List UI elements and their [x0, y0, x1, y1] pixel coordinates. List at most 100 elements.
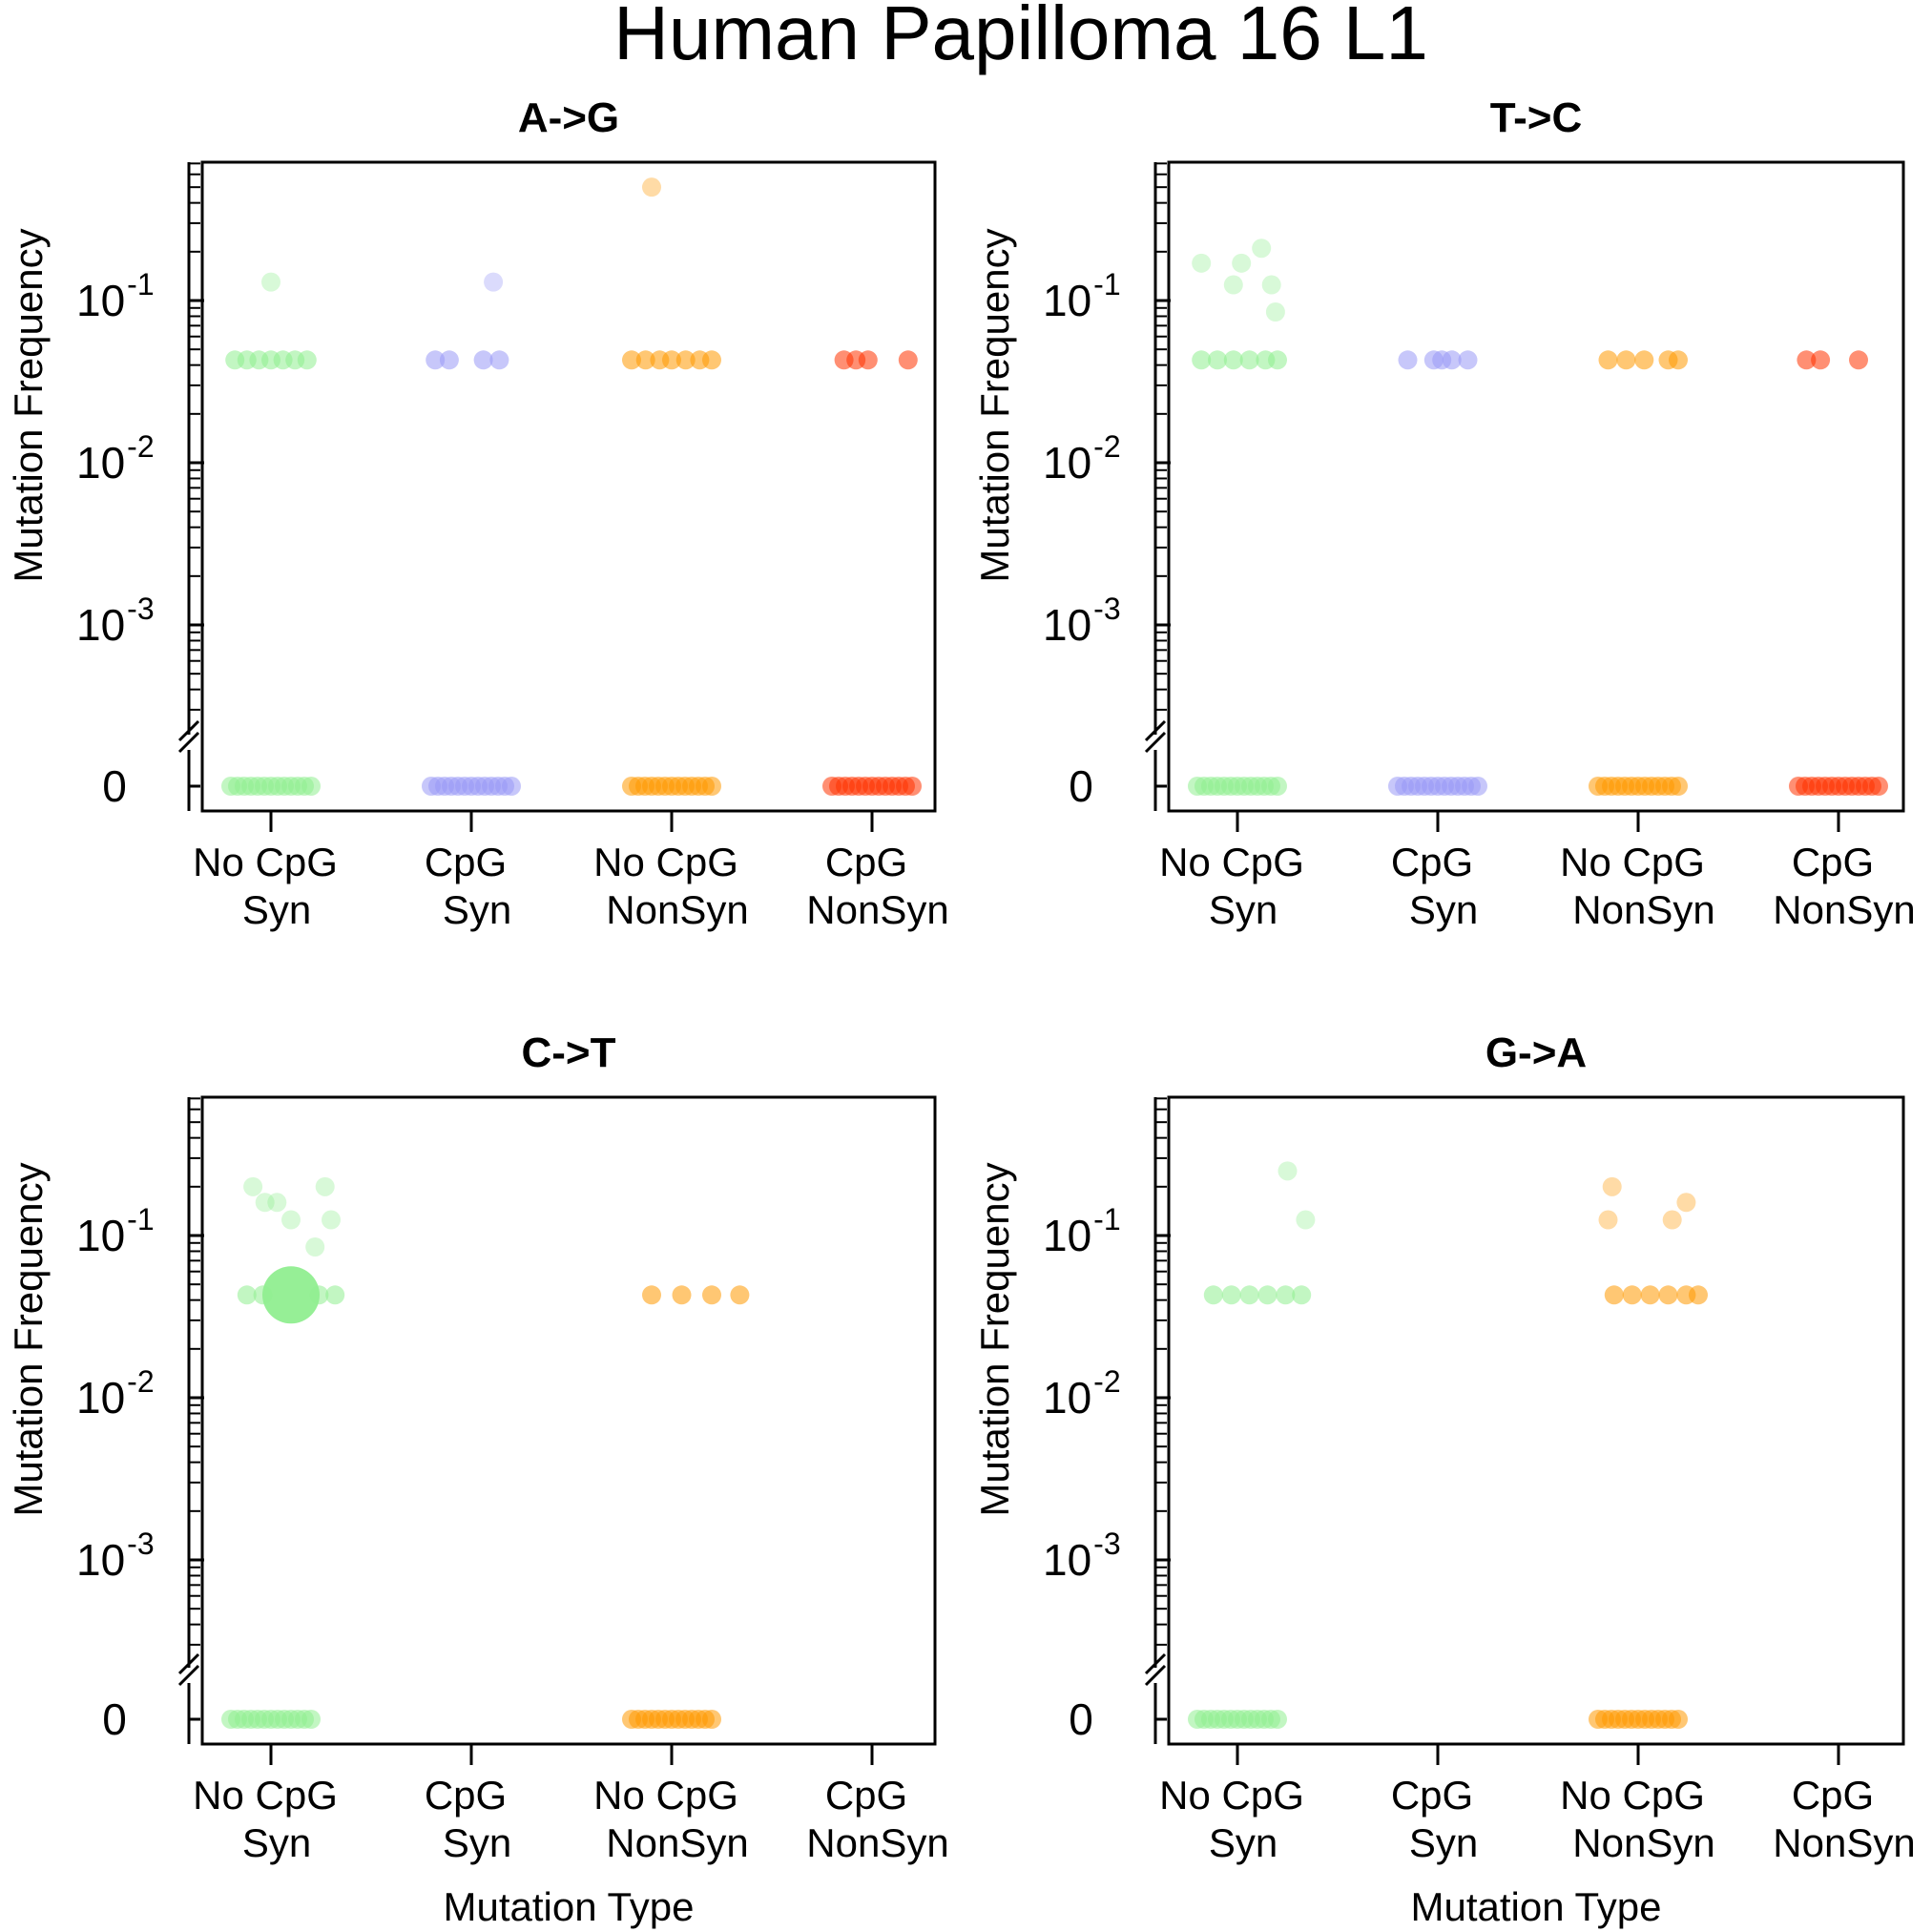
- x-tick-label: No CpG: [1560, 1773, 1705, 1818]
- data-point: [1208, 350, 1227, 370]
- data-point: [1669, 350, 1688, 370]
- x-tick-label: CpG: [825, 840, 907, 884]
- panel-2: C->T 10-3 10-2 10-1 0 Mutation Frequency No Cp…: [6, 1029, 949, 1929]
- y-axis-label: Mutation Frequency: [972, 1162, 1017, 1516]
- x-tick-label: NonSyn: [606, 1820, 748, 1865]
- data-point: [1223, 275, 1243, 295]
- data-point: [1598, 1210, 1618, 1230]
- y-tick-label-zero: 0: [1069, 761, 1093, 811]
- x-tick-label: Syn: [1209, 1820, 1278, 1865]
- data-point: [1261, 275, 1281, 295]
- data-point: [1662, 1210, 1682, 1230]
- axis-break-mark: [1144, 731, 1167, 754]
- data-point: [267, 1193, 287, 1213]
- x-tick-label: CpG: [425, 1773, 507, 1818]
- plot-frame: [1167, 160, 1905, 813]
- panel-title: A->G: [518, 94, 619, 141]
- data-point: [672, 1285, 692, 1305]
- x-tick-label: CpG: [1792, 840, 1874, 884]
- data-point: [1192, 253, 1212, 273]
- data-point: [237, 1285, 257, 1305]
- x-tick-label: No CpG: [193, 1773, 338, 1818]
- y-axis-label: Mutation Frequency: [6, 1162, 51, 1516]
- x-tick-label: Syn: [443, 1820, 511, 1865]
- x-tick-label: NonSyn: [1773, 1820, 1915, 1865]
- y-tick-exponent: -3: [127, 1527, 154, 1561]
- x-tick-label: No CpG: [593, 1773, 738, 1818]
- data-point-zero: [502, 777, 521, 796]
- data-point: [484, 272, 504, 292]
- data-point: [1268, 350, 1287, 370]
- data-point-zero: [1468, 777, 1487, 796]
- data-point: [1640, 1285, 1660, 1305]
- data-point: [325, 1285, 345, 1305]
- y-tick-label-zero: 0: [1069, 1694, 1093, 1744]
- x-tick-label: NonSyn: [606, 887, 748, 932]
- x-tick-label: NonSyn: [806, 1820, 948, 1865]
- x-tick-label: Syn: [443, 887, 511, 932]
- x-tick-label: NonSyn: [1572, 887, 1714, 932]
- data-point: [662, 350, 681, 370]
- data-point: [439, 350, 459, 370]
- data-point: [255, 1193, 275, 1213]
- x-tick-label: No CpG: [1159, 840, 1304, 884]
- data-point: [297, 350, 317, 370]
- panel-3: G->A 10-3 10-2 10-1 0 Mutation Frequency No Cp…: [972, 1029, 1916, 1929]
- data-point: [1265, 301, 1285, 322]
- y-tick-label: 10-1: [1043, 1202, 1121, 1260]
- data-point: [1292, 1285, 1312, 1305]
- axis-break-mark: [1144, 1664, 1167, 1687]
- axis-break-mark: [177, 719, 200, 742]
- data-point: [281, 1210, 301, 1230]
- y-tick-label-zero: 0: [102, 1694, 127, 1744]
- y-tick-label: 10-2: [76, 1364, 155, 1423]
- data-point-zero: [301, 1710, 321, 1729]
- x-tick-label: No CpG: [1560, 840, 1705, 884]
- y-tick-label: 10-2: [1043, 429, 1121, 488]
- data-point: [1296, 1210, 1316, 1230]
- x-tick-label: CpG: [1391, 840, 1473, 884]
- y-tick-exponent: -2: [127, 1364, 154, 1399]
- data-point-zero: [301, 777, 321, 796]
- x-tick-label: No CpG: [193, 840, 338, 884]
- x-tick-label: CpG: [825, 1773, 907, 1818]
- data-point: [1797, 350, 1817, 370]
- plot-frame: [200, 1095, 937, 1746]
- data-point: [1192, 350, 1212, 370]
- y-tick-label: 10-2: [76, 429, 155, 488]
- data-point: [243, 1176, 263, 1196]
- panel-0: A->G 10-3 10-2 10-1 0 Mutation Frequency No Cp…: [6, 94, 949, 932]
- data-point: [1278, 1161, 1298, 1181]
- data-point: [1232, 253, 1252, 273]
- y-tick-exponent: -2: [127, 429, 154, 464]
- data-point-zero: [1268, 777, 1287, 796]
- y-axis-label: Mutation Frequency: [6, 228, 51, 582]
- plot-frame: [1167, 1095, 1905, 1746]
- y-axis-label: Mutation Frequency: [972, 228, 1017, 582]
- y-tick-label: 10-3: [1043, 592, 1121, 650]
- x-tick-label: CpG: [1391, 1773, 1473, 1818]
- y-tick-label: 10-1: [76, 1202, 155, 1260]
- y-tick-exponent: -3: [1093, 1527, 1120, 1561]
- y-tick-exponent: -1: [127, 1202, 154, 1236]
- data-point-zero: [1669, 777, 1688, 796]
- y-tick-exponent: -1: [1093, 1202, 1120, 1236]
- data-point: [1849, 350, 1868, 370]
- data-point: [1223, 350, 1243, 370]
- data-point: [1689, 1285, 1708, 1305]
- y-tick-exponent: -2: [1093, 1364, 1120, 1399]
- x-tick-label: NonSyn: [1773, 887, 1915, 932]
- data-point: [426, 350, 446, 370]
- x-axis-label: Mutation Type: [443, 1884, 694, 1929]
- y-tick-label: 10-1: [1043, 267, 1121, 325]
- data-point: [1811, 350, 1831, 370]
- data-point: [261, 272, 280, 292]
- axis-break-mark: [1144, 1652, 1167, 1675]
- x-tick-label: NonSyn: [1572, 1820, 1714, 1865]
- data-point: [702, 1285, 721, 1305]
- y-tick-label-zero: 0: [102, 761, 127, 811]
- data-point: [1239, 1285, 1259, 1305]
- y-tick-exponent: -1: [127, 267, 154, 301]
- data-point: [622, 350, 641, 370]
- data-point-zero: [702, 777, 721, 796]
